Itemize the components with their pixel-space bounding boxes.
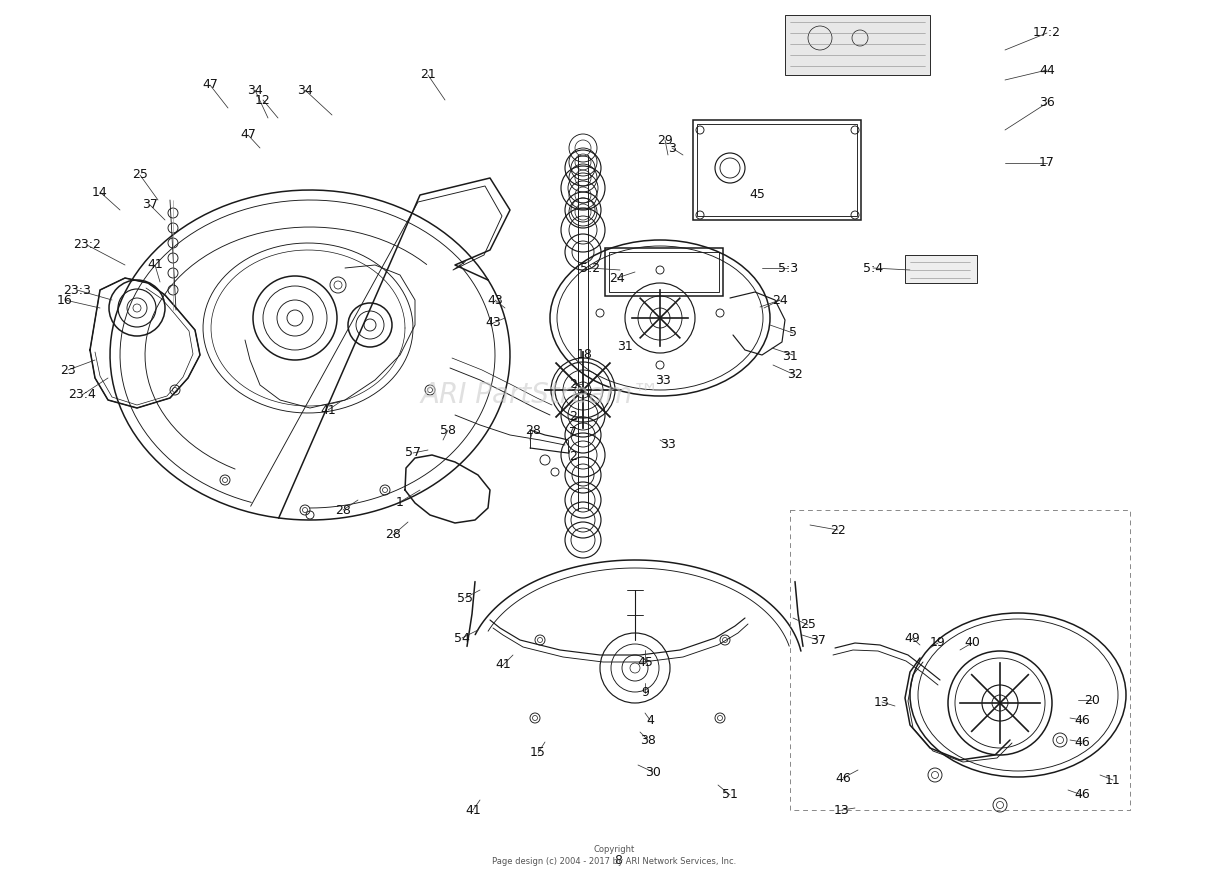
- Text: 31: 31: [782, 350, 798, 363]
- Text: 30: 30: [645, 766, 661, 779]
- Text: 34: 34: [247, 83, 263, 96]
- Bar: [693, 120, 861, 220]
- Text: 17:2: 17:2: [1033, 27, 1061, 40]
- Text: 28: 28: [385, 529, 401, 542]
- Text: 33: 33: [655, 374, 671, 386]
- Text: 47: 47: [202, 79, 218, 92]
- Text: 5:3: 5:3: [778, 262, 798, 275]
- Text: 15: 15: [530, 746, 546, 759]
- Text: 37: 37: [810, 634, 826, 646]
- Text: 23:2: 23:2: [74, 239, 101, 252]
- Text: 14: 14: [92, 186, 108, 199]
- Text: 13: 13: [874, 696, 890, 708]
- Text: 9: 9: [640, 687, 649, 699]
- Text: 19: 19: [930, 636, 946, 650]
- Bar: [605, 248, 723, 296]
- Text: 24: 24: [772, 293, 788, 307]
- Text: 36: 36: [1039, 96, 1055, 110]
- Text: 25: 25: [800, 619, 816, 631]
- Text: 22: 22: [831, 523, 845, 537]
- Text: 43: 43: [485, 316, 501, 330]
- Text: 13: 13: [834, 804, 850, 817]
- Text: 32: 32: [788, 369, 802, 382]
- Text: 43: 43: [487, 293, 503, 307]
- Text: 2: 2: [569, 377, 577, 391]
- Text: 45: 45: [637, 657, 653, 669]
- Text: 21: 21: [420, 68, 436, 81]
- Text: 47: 47: [240, 128, 256, 141]
- Text: 38: 38: [640, 734, 656, 746]
- Text: 5:2: 5:2: [580, 262, 600, 275]
- Text: 57: 57: [405, 446, 421, 460]
- Text: 3: 3: [667, 141, 676, 155]
- Text: 41: 41: [496, 659, 510, 672]
- Text: 40: 40: [964, 636, 980, 650]
- Text: 25: 25: [133, 169, 148, 181]
- Text: 46: 46: [1074, 713, 1090, 727]
- Text: 46: 46: [836, 772, 850, 784]
- Text: 5:4: 5:4: [863, 262, 883, 275]
- Text: 23:3: 23:3: [63, 284, 91, 296]
- Text: 17: 17: [1039, 156, 1055, 170]
- Text: 55: 55: [456, 591, 472, 605]
- Text: ARI PartStream™: ARI PartStream™: [420, 381, 660, 409]
- Text: 41: 41: [320, 403, 336, 416]
- Text: 2: 2: [569, 449, 577, 462]
- Text: 45: 45: [748, 188, 764, 202]
- Text: 23:4: 23:4: [67, 388, 96, 401]
- Text: 46: 46: [1074, 735, 1090, 749]
- Bar: [697, 124, 856, 216]
- Text: 46: 46: [1074, 789, 1090, 802]
- Text: 28: 28: [525, 423, 541, 437]
- Bar: [785, 15, 930, 75]
- Text: Copyright: Copyright: [594, 845, 634, 855]
- Text: 33: 33: [660, 438, 676, 452]
- Text: 7: 7: [569, 425, 577, 438]
- Bar: [906, 255, 977, 283]
- Text: 41: 41: [465, 804, 481, 817]
- Text: 28: 28: [335, 504, 351, 516]
- Bar: [609, 252, 719, 292]
- Text: 58: 58: [440, 423, 456, 437]
- Text: 4: 4: [647, 713, 654, 727]
- Text: 16: 16: [58, 293, 72, 307]
- Text: 5: 5: [789, 326, 798, 339]
- Text: 29: 29: [658, 133, 672, 147]
- Text: 51: 51: [721, 789, 737, 802]
- Text: 49: 49: [904, 631, 920, 644]
- Text: 23: 23: [60, 363, 76, 377]
- Text: 20: 20: [1085, 694, 1099, 706]
- Text: 31: 31: [617, 340, 633, 354]
- Text: Page design (c) 2004 - 2017 by ARI Network Services, Inc.: Page design (c) 2004 - 2017 by ARI Netwo…: [492, 857, 736, 866]
- Text: 1: 1: [396, 496, 404, 508]
- Text: 8: 8: [614, 853, 622, 866]
- Text: 11: 11: [1106, 774, 1121, 787]
- Text: 24: 24: [609, 271, 625, 285]
- Text: 12: 12: [255, 94, 271, 106]
- Text: 18: 18: [577, 348, 593, 362]
- Text: 54: 54: [454, 631, 470, 644]
- Text: 37: 37: [142, 199, 158, 211]
- Text: 44: 44: [1039, 64, 1055, 77]
- Text: 34: 34: [297, 83, 313, 96]
- Text: 2: 2: [569, 409, 577, 423]
- Text: 41: 41: [147, 258, 163, 271]
